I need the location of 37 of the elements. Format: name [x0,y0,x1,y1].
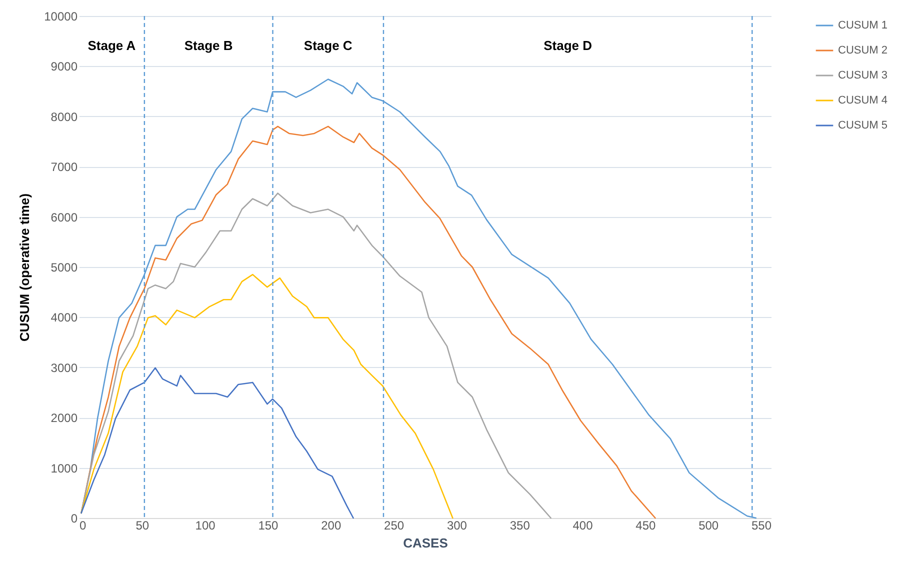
annotation: Stage B [184,38,233,53]
y-tick-label: 4000 [50,310,78,325]
legend-label: CUSUM 5 [838,120,888,132]
x-tick-label: 50 [136,518,150,532]
y-tick-label: 3000 [50,360,78,375]
x-tick-label: 500 [698,518,719,532]
y-tick-label: 7000 [50,160,78,174]
y-tick-label: 2000 [50,411,78,426]
legend-label: CUSUM 2 [838,44,888,56]
line-series [80,367,354,519]
x-tick-label: 450 [636,518,656,532]
x-tick-label: 550 [751,518,772,532]
annotation: Stage D [544,38,592,53]
x-tick-label: 400 [572,518,594,532]
y-tick-label: 1000 [50,461,78,476]
line-series [80,126,656,519]
y-tick-label: 9000 [50,60,78,74]
legend-label: CUSUM 1 [838,20,888,32]
x-axis-title: CASES [403,536,448,550]
y-tick-label: 8000 [50,110,78,124]
x-tick-label: 200 [321,518,342,532]
x-tick-label: 100 [195,518,216,532]
legend-label: CUSUM 4 [838,94,888,106]
annotation: Stage C [304,38,353,53]
y-axis-title: CUSUM (operative time) [17,193,32,342]
line-series [80,274,454,519]
legend-label: CUSUM 3 [838,70,888,82]
y-tick-label: 10000 [44,10,78,24]
x-tick-label: 300 [446,518,468,532]
y-tick-label: 5000 [50,260,78,274]
annotation: Stage A [88,38,136,53]
x-tick-label: 0 [80,518,86,532]
y-tick-label: 6000 [50,210,78,224]
x-tick-label: 150 [258,518,279,532]
x-tick-label: 350 [510,518,530,532]
x-tick-label: 250 [384,518,404,532]
line-series [80,192,552,519]
